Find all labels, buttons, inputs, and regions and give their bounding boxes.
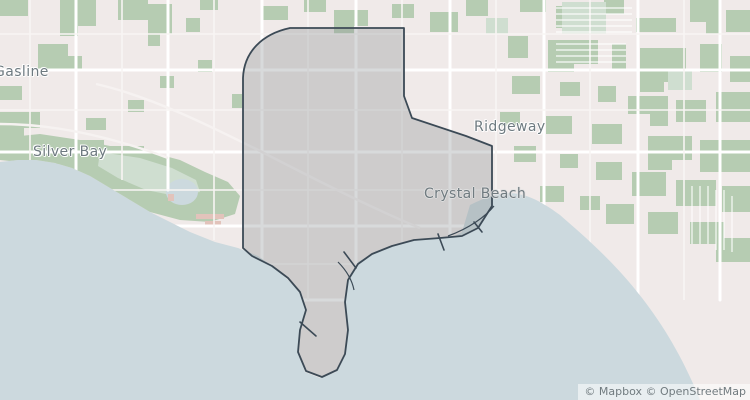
vegetation-patches-east (492, 0, 750, 262)
shoreline-detail (337, 205, 495, 291)
pier-lines (299, 221, 483, 337)
inland-lake (166, 179, 198, 205)
map-attribution[interactable]: © Mapbox © OpenStreetMap (578, 384, 750, 400)
beach-strip (168, 194, 224, 225)
street-blocks-east (556, 7, 733, 252)
attribution-text: © Mapbox © OpenStreetMap (584, 385, 746, 398)
highway-diagonal (0, 82, 421, 230)
